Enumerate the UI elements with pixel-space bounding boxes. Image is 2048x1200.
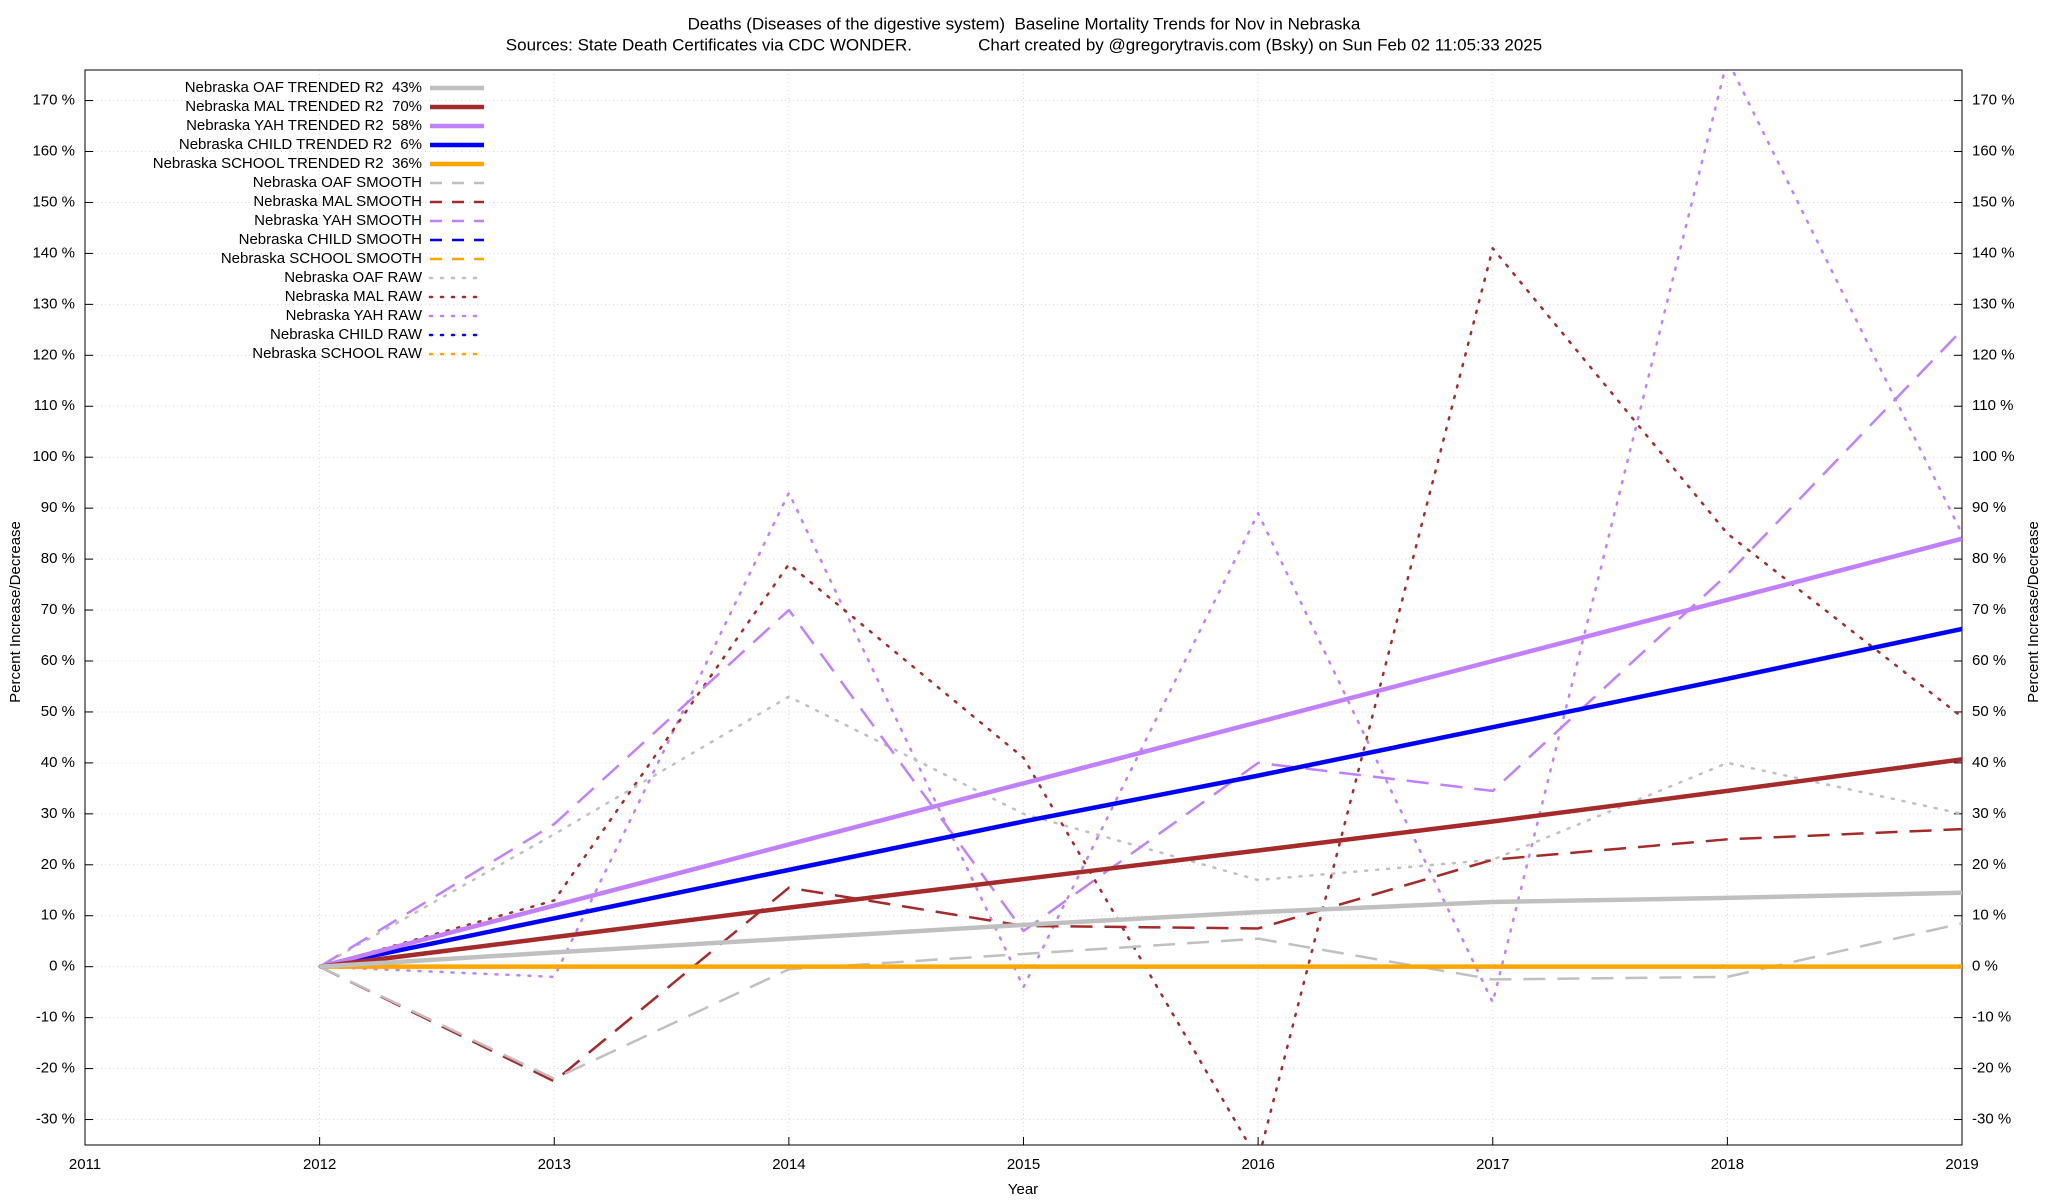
series-line: [319, 536, 1962, 969]
y2-tick-label: 140 %: [1972, 244, 2015, 261]
series-line: [319, 922, 1962, 1081]
x-tick-label: 2017: [1476, 1156, 1509, 1173]
y-tick-label: 130 %: [32, 295, 75, 312]
x-tick-label: 2011: [69, 1156, 101, 1173]
legend-label: Nebraska SCHOOL RAW: [252, 345, 423, 362]
y-tick-label: 60 %: [41, 652, 75, 669]
legend-label: Nebraska SCHOOL TRENDED R2 36%: [153, 155, 422, 172]
legend-label: Nebraska YAH RAW: [286, 307, 423, 324]
chart-subtitle: Sources: State Death Certificates via CD…: [506, 35, 1542, 54]
y2-tick-label: 10 %: [1972, 907, 2006, 924]
series-line: [318, 70, 1962, 1004]
y-tick-label: 90 %: [41, 499, 75, 516]
legend-label: Nebraska OAF TRENDED R2 43%: [185, 79, 422, 96]
legend-label: Nebraska YAH TRENDED R2 58%: [186, 117, 422, 134]
plot-area: [318, 70, 1962, 1145]
y2-tick-label: 60 %: [1972, 652, 2006, 669]
y2-tick-label: 0 %: [1972, 958, 1998, 975]
y-tick-label: 170 %: [32, 92, 75, 109]
y-tick-label: 100 %: [32, 448, 75, 465]
y-tick-label: -10 %: [36, 1009, 75, 1026]
y2-tick-label: 110 %: [1972, 397, 2013, 414]
y-tick-label: 40 %: [41, 754, 75, 771]
x-tick-label: 2019: [1945, 1156, 1978, 1173]
y2-tick-label: 150 %: [1972, 193, 2015, 210]
series-line: [318, 247, 1962, 1145]
series-line: [319, 827, 1962, 1083]
x-tick-label: 2016: [1241, 1156, 1274, 1173]
y-tick-label: 20 %: [41, 856, 75, 873]
series-line: [319, 890, 1962, 969]
y-tick-label: 70 %: [41, 601, 75, 618]
y-tick-label: 110 %: [34, 397, 75, 414]
legend-label: Nebraska YAH SMOOTH: [254, 212, 422, 229]
y-tick-label: -30 %: [36, 1110, 75, 1127]
legend-label: Nebraska MAL TRENDED R2 70%: [185, 98, 422, 115]
legend-label: Nebraska MAL SMOOTH: [253, 193, 422, 210]
legend-label: Nebraska SCHOOL SMOOTH: [221, 250, 422, 267]
y-tick-label: 140 %: [32, 244, 75, 261]
legend-label: Nebraska OAF RAW: [284, 269, 423, 286]
plot-frame: [84, 69, 1963, 1146]
x-tick-label: 2015: [1007, 1156, 1040, 1173]
legend-label: Nebraska MAL RAW: [285, 288, 423, 305]
y2-tick-label: 120 %: [1972, 346, 2015, 363]
y2-tick-label: 20 %: [1972, 856, 2006, 873]
y2-tick-label: 80 %: [1972, 550, 2006, 567]
x-axis-label: Year: [1008, 1181, 1038, 1198]
y-tick-label: 30 %: [41, 805, 75, 822]
series-line: [318, 328, 1962, 968]
y2-tick-label: -30 %: [1972, 1110, 2011, 1127]
x-tick-label: 2013: [538, 1156, 571, 1173]
y-tick-label: 120 %: [32, 346, 75, 363]
y-axis-label: Percent Increase/Decrease: [7, 521, 24, 703]
y2-tick-label: 160 %: [1972, 142, 2015, 159]
y-tick-label: -20 %: [36, 1060, 75, 1077]
y-tick-label: 50 %: [41, 703, 75, 720]
x-tick-label: 2018: [1711, 1156, 1744, 1173]
y-tick-label: 150 %: [32, 193, 75, 210]
y2-tick-label: 40 %: [1972, 754, 2006, 771]
y-tick-label: 10 %: [41, 907, 75, 924]
y2-tick-label: 30 %: [1972, 805, 2006, 822]
series-line: [319, 626, 1962, 969]
chart-title: Deaths (Diseases of the digestive system…: [688, 14, 1361, 33]
y2-tick-label: 170 %: [1972, 92, 2015, 109]
y2-axis-label: Percent Increase/Decrease: [2025, 521, 2042, 703]
y2-tick-label: 100 %: [1972, 448, 2015, 465]
y-tick-label: 160 %: [32, 142, 75, 159]
x-tick-label: 2014: [772, 1156, 805, 1173]
legend-label: Nebraska OAF SMOOTH: [253, 174, 422, 191]
legend-label: Nebraska CHILD TRENDED R2 6%: [179, 136, 422, 153]
x-tick-label: 2012: [303, 1156, 336, 1173]
legend-label: Nebraska CHILD RAW: [270, 326, 423, 343]
y2-tick-label: 130 %: [1972, 295, 2015, 312]
y2-tick-label: -10 %: [1972, 1009, 2011, 1026]
y2-tick-label: 50 %: [1972, 703, 2006, 720]
y2-tick-label: 70 %: [1972, 601, 2006, 618]
legend-label: Nebraska CHILD SMOOTH: [239, 231, 422, 248]
y2-tick-label: -20 %: [1972, 1060, 2011, 1077]
series-line: [319, 757, 1962, 969]
y-tick-label: 80 %: [41, 550, 75, 567]
y-tick-label: 0 %: [49, 958, 75, 975]
y2-tick-label: 90 %: [1972, 499, 2006, 516]
